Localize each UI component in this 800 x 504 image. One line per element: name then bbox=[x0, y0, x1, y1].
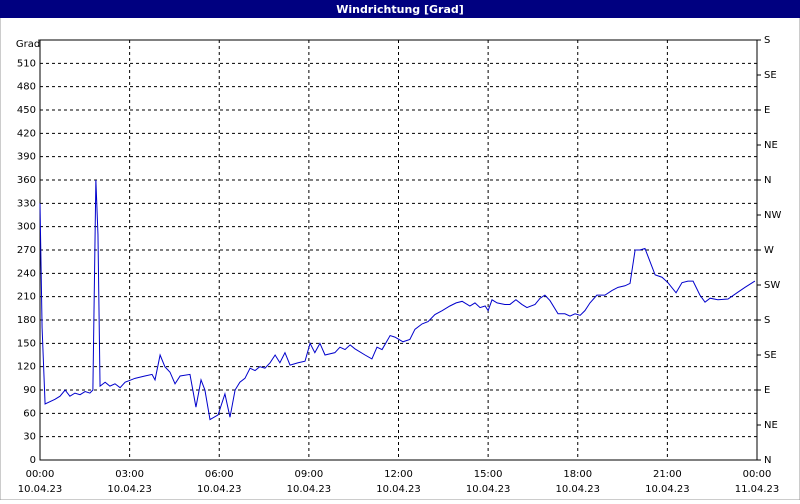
y-tick-label: 390 bbox=[17, 152, 36, 163]
y2-tick-label: NW bbox=[764, 210, 781, 221]
y-tick-label: 420 bbox=[17, 128, 36, 139]
x-tick-date: 10.04.23 bbox=[287, 484, 332, 495]
x-tick-label: 12:00 bbox=[384, 469, 413, 480]
y2-tick-label: E bbox=[764, 105, 770, 116]
y2-tick-label: NE bbox=[764, 420, 778, 431]
y-axis-label: Grad bbox=[16, 39, 40, 50]
x-tick-label: 18:00 bbox=[563, 469, 592, 480]
y-tick-label: 210 bbox=[17, 292, 36, 303]
x-tick-date: 11.04.23 bbox=[735, 484, 780, 495]
y2-tick-label: NE bbox=[764, 140, 778, 151]
x-tick-date: 10.04.23 bbox=[466, 484, 511, 495]
y-tick-label: 0 bbox=[30, 455, 36, 466]
y-tick-label: 480 bbox=[17, 82, 36, 93]
x-tick-date: 10.04.23 bbox=[197, 484, 242, 495]
y2-tick-label: E bbox=[764, 385, 770, 396]
y-tick-label: 450 bbox=[17, 105, 36, 116]
x-tick-date: 10.04.23 bbox=[376, 484, 421, 495]
y2-tick-label: SE bbox=[764, 70, 777, 81]
y-tick-label: 120 bbox=[17, 362, 36, 373]
y2-tick-label: SW bbox=[764, 280, 780, 291]
data-line bbox=[39, 179, 756, 421]
y2-tick-label: S bbox=[764, 35, 770, 46]
y2-tick-label: SE bbox=[764, 350, 777, 361]
x-tick-date: 10.04.23 bbox=[555, 484, 600, 495]
title-bar bbox=[0, 0, 800, 18]
x-tick-label: 06:00 bbox=[205, 469, 234, 480]
x-tick-date: 10.04.23 bbox=[645, 484, 690, 495]
x-tick-label: 21:00 bbox=[653, 469, 682, 480]
x-tick-date: 10.04.23 bbox=[18, 484, 63, 495]
x-tick-label: 03:00 bbox=[115, 469, 144, 480]
y-tick-label: 270 bbox=[17, 245, 36, 256]
y2-tick-label: W bbox=[764, 245, 774, 256]
y-tick-label: 180 bbox=[17, 315, 36, 326]
y2-tick-label: N bbox=[764, 455, 771, 466]
x-tick-label: 15:00 bbox=[474, 469, 503, 480]
y-tick-label: 60 bbox=[23, 408, 36, 419]
x-tick-date: 10.04.23 bbox=[107, 484, 152, 495]
y-tick-label: 30 bbox=[23, 432, 36, 443]
y-tick-label: 300 bbox=[17, 222, 36, 233]
y2-tick-label: S bbox=[764, 315, 770, 326]
chart-title: Windrichtung [Grad] bbox=[336, 3, 464, 16]
y-tick-label: 240 bbox=[17, 268, 36, 279]
y-tick-label: 330 bbox=[17, 198, 36, 209]
x-tick-label: 09:00 bbox=[294, 469, 323, 480]
y-tick-label: 90 bbox=[23, 385, 36, 396]
x-tick-label: 00:00 bbox=[26, 469, 55, 480]
y-tick-label: 150 bbox=[17, 338, 36, 349]
y2-tick-label: N bbox=[764, 175, 771, 186]
y-tick-label: 510 bbox=[17, 58, 36, 69]
x-tick-label: 00:00 bbox=[743, 469, 772, 480]
y-tick-label: 360 bbox=[17, 175, 36, 186]
